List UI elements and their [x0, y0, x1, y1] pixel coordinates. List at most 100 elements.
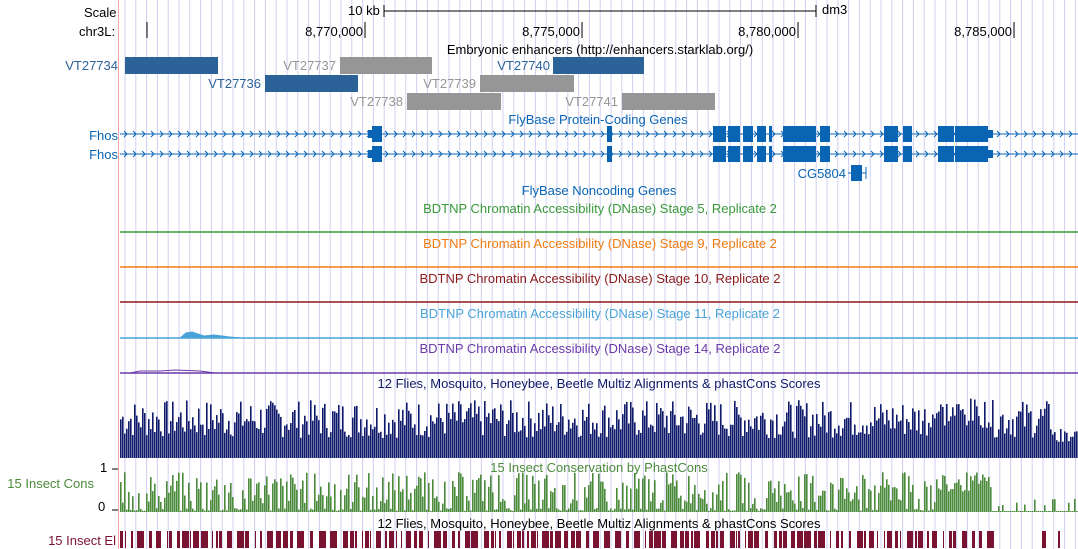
- phastcons-bar: [288, 500, 290, 512]
- phastcons-bar: [214, 486, 216, 512]
- multiz-bar: [898, 421, 900, 458]
- phastcons-bar: [504, 500, 506, 512]
- dnase-stage10-title[interactable]: BDTNP Chromatin Accessibility (DNase) St…: [419, 271, 781, 286]
- scale-label: Scale: [84, 5, 117, 20]
- phastcons-bar: [888, 484, 890, 512]
- multiz-bar: [452, 403, 454, 458]
- multiz-bar: [472, 417, 474, 458]
- multiz-bar: [400, 420, 402, 458]
- phastcons-bar: [406, 475, 408, 512]
- side-label-15-insect-cons[interactable]: 15 Insect Cons: [7, 476, 94, 491]
- phastcons-bar: [678, 497, 680, 512]
- phastcons-bar: [690, 503, 692, 512]
- feature-label-vt27741[interactable]: VT27741: [565, 94, 618, 109]
- feature-label-vt27740[interactable]: VT27740: [497, 58, 550, 73]
- strand-arrow: [1041, 150, 1046, 158]
- strand-arrow: [519, 130, 524, 138]
- feature-label-vt27738[interactable]: VT27738: [350, 94, 403, 109]
- strand-arrow: [177, 130, 182, 138]
- phastcons-bar: [598, 473, 600, 512]
- multiz-bar: [446, 403, 448, 458]
- multiz-bar: [608, 417, 610, 458]
- multiz-bar: [404, 425, 406, 458]
- strand-arrow: [771, 150, 776, 158]
- phastcons-track-title[interactable]: 15 Insect Conservation by PhastCons: [490, 460, 708, 475]
- multiz-track-title[interactable]: 12 Flies, Mosquito, Honeybee, Beetle Mul…: [377, 376, 821, 391]
- phastcons-bar: [1074, 498, 1076, 512]
- strand-arrow: [1050, 150, 1055, 158]
- side-label-fhos-1[interactable]: Fhos: [89, 128, 118, 143]
- multiz-bar: [888, 420, 890, 458]
- dnase-stage5-title[interactable]: BDTNP Chromatin Accessibility (DNase) St…: [423, 201, 777, 216]
- strand-arrow: [672, 150, 677, 158]
- elements-track-title[interactable]: 12 Flies, Mosquito, Honeybee, Beetle Mul…: [377, 516, 821, 531]
- phastcons-bar: [792, 500, 794, 512]
- dnase-stage14-title[interactable]: BDTNP Chromatin Accessibility (DNase) St…: [419, 341, 781, 356]
- side-label-vt27734[interactable]: VT27734: [65, 58, 118, 73]
- strand-arrow: [168, 130, 173, 138]
- multiz-bar: [968, 420, 970, 458]
- phastcons-bar: [662, 500, 664, 512]
- multiz-bar: [1050, 429, 1052, 458]
- strand-arrow: [195, 150, 200, 158]
- side-label-15-insect-el[interactable]: 15 Insect El: [48, 533, 116, 548]
- multiz-bar: [410, 413, 412, 458]
- multiz-conservation-signal: [120, 398, 1078, 458]
- multiz-bar: [812, 414, 814, 458]
- phastcons-bar: [198, 488, 200, 512]
- multiz-bar: [360, 419, 362, 458]
- multiz-bar: [874, 406, 876, 458]
- chrom-label: chr3L:: [79, 24, 116, 39]
- enhancers-track-title[interactable]: Embryonic enhancers (http://enhancers.st…: [446, 42, 754, 57]
- multiz-bar: [554, 431, 556, 458]
- multiz-bar: [572, 422, 574, 458]
- element-bar: [645, 531, 646, 548]
- multiz-bar: [728, 436, 730, 458]
- phastcons-bar: [874, 485, 876, 512]
- multiz-bar: [1032, 437, 1034, 458]
- ruler-coordinate-3: 8,780,000: [738, 24, 796, 39]
- multiz-bar: [582, 409, 584, 458]
- multiz-bar: [884, 424, 886, 458]
- multiz-bar: [272, 402, 274, 458]
- dnase-stage11-title[interactable]: BDTNP Chromatin Accessibility (DNase) St…: [419, 306, 781, 321]
- phastcons-bar: [238, 509, 240, 512]
- phastcons-bar: [688, 476, 690, 512]
- phastcons-bar: [402, 489, 404, 512]
- multiz-bar: [750, 426, 752, 458]
- multiz-bar: [120, 419, 122, 458]
- multiz-bar: [358, 432, 360, 458]
- dnase-stage9-title[interactable]: BDTNP Chromatin Accessibility (DNase) St…: [423, 236, 777, 251]
- multiz-bar: [420, 434, 422, 458]
- phastcons-bar: [604, 488, 606, 512]
- multiz-bar: [130, 418, 132, 458]
- feature-label-cg5804[interactable]: CG5804: [797, 166, 846, 181]
- phastcons-bar: [580, 510, 582, 512]
- noncoding-track-title[interactable]: FlyBase Noncoding Genes: [521, 183, 677, 198]
- protein-coding-track-title[interactable]: FlyBase Protein-Coding Genes: [508, 112, 688, 127]
- element-bar: [748, 531, 753, 548]
- multiz-bar: [190, 429, 192, 458]
- multiz-bar: [422, 435, 424, 458]
- element-bar: [190, 531, 191, 548]
- side-label-fhos-2[interactable]: Fhos: [89, 147, 118, 162]
- multiz-bar: [950, 416, 952, 458]
- feature-label-vt27737[interactable]: VT27737: [283, 58, 336, 73]
- multiz-bar: [908, 422, 910, 458]
- multiz-bar: [242, 425, 244, 458]
- phastcons-bar: [942, 475, 944, 512]
- assembly-label: dm3: [822, 2, 848, 17]
- multiz-bar: [600, 433, 602, 458]
- phastcons-bar: [450, 508, 452, 512]
- strand-arrow: [528, 130, 533, 138]
- phastcons-bar: [324, 508, 326, 512]
- element-bar: [550, 531, 553, 548]
- element-bar: [841, 531, 843, 548]
- phastcons-signal: [120, 472, 1078, 512]
- multiz-bar: [1064, 431, 1066, 458]
- phastcons-bar: [1042, 511, 1044, 512]
- feature-label-vt27736[interactable]: VT27736: [208, 76, 261, 91]
- feature-label-vt27739[interactable]: VT27739: [423, 76, 476, 91]
